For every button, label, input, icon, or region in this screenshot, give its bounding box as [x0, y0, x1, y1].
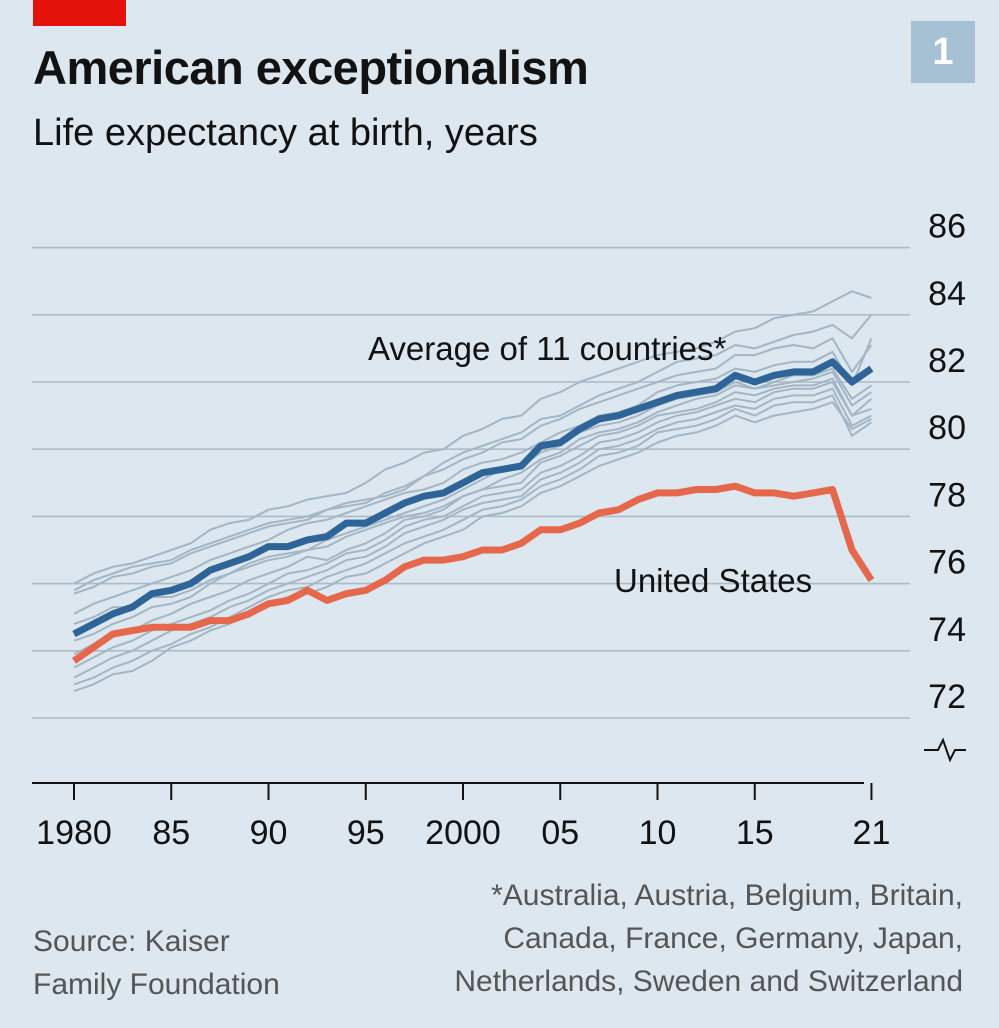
us-series-line [72, 482, 875, 664]
brand-red-tag [33, 0, 126, 26]
source-line: Family Foundation [33, 968, 280, 1001]
y-tick-label: 84 [928, 275, 966, 313]
y-axis-ticks: 72 74 76 78 80 82 84 86 [928, 208, 966, 716]
axis-break-icon [924, 737, 966, 763]
y-tick-label: 86 [928, 208, 966, 246]
us-series-group [72, 482, 875, 664]
x-tick-label: 85 [152, 814, 190, 852]
average-series-group [72, 358, 874, 638]
country-series-line [73, 381, 872, 669]
chart-title: American exceptionalism [33, 41, 589, 94]
y-tick-label: 76 [928, 544, 966, 582]
x-tick-label: 95 [347, 814, 385, 852]
country-series-line [73, 367, 872, 625]
country-series-line [73, 377, 873, 656]
country-series-line [73, 314, 873, 592]
footnote-line: Canada, France, Germany, Japan, [503, 922, 963, 955]
country-series-line [73, 290, 872, 585]
country-series-line [73, 337, 873, 595]
country-series-group [73, 290, 873, 693]
y-tick-label: 72 [928, 678, 966, 716]
x-tick-label: 1980 [36, 814, 112, 852]
x-tick-label: 15 [736, 814, 774, 852]
source-note: Source: Kaiser Family Foundation [33, 920, 280, 1006]
y-tick-label: 80 [928, 409, 966, 447]
x-tick-label: 05 [541, 814, 579, 852]
y-tick-label: 74 [928, 611, 966, 649]
x-axis-ticks: 1980 85 90 95 2000 05 10 15 21 [36, 783, 890, 852]
chart-subtitle: Life expectancy at birth, years [33, 112, 538, 154]
x-tick-label: 21 [853, 814, 891, 852]
y-tick-label: 78 [928, 476, 966, 514]
average-series-line [72, 358, 874, 638]
country-series-line [73, 337, 873, 615]
x-tick-label: 10 [639, 814, 677, 852]
country-series-line [73, 401, 872, 693]
x-tick-label: 2000 [425, 814, 501, 852]
y-tick-label: 82 [928, 342, 966, 380]
country-series-line [73, 394, 872, 686]
footnote-line: Netherlands, Sweden and Switzerland [454, 965, 963, 998]
footnote-line: *Australia, Austria, Belgium, Britain, [491, 879, 963, 912]
us-series-label: United States [614, 562, 812, 599]
footnote: *Australia, Austria, Belgium, Britain, C… [454, 874, 963, 1003]
chart-number-badge: 1 [911, 21, 975, 83]
x-axis [32, 737, 966, 784]
source-line: Source: Kaiser [33, 925, 230, 958]
x-tick-label: 90 [250, 814, 288, 852]
average-series-label: Average of 11 countries* [368, 330, 727, 367]
